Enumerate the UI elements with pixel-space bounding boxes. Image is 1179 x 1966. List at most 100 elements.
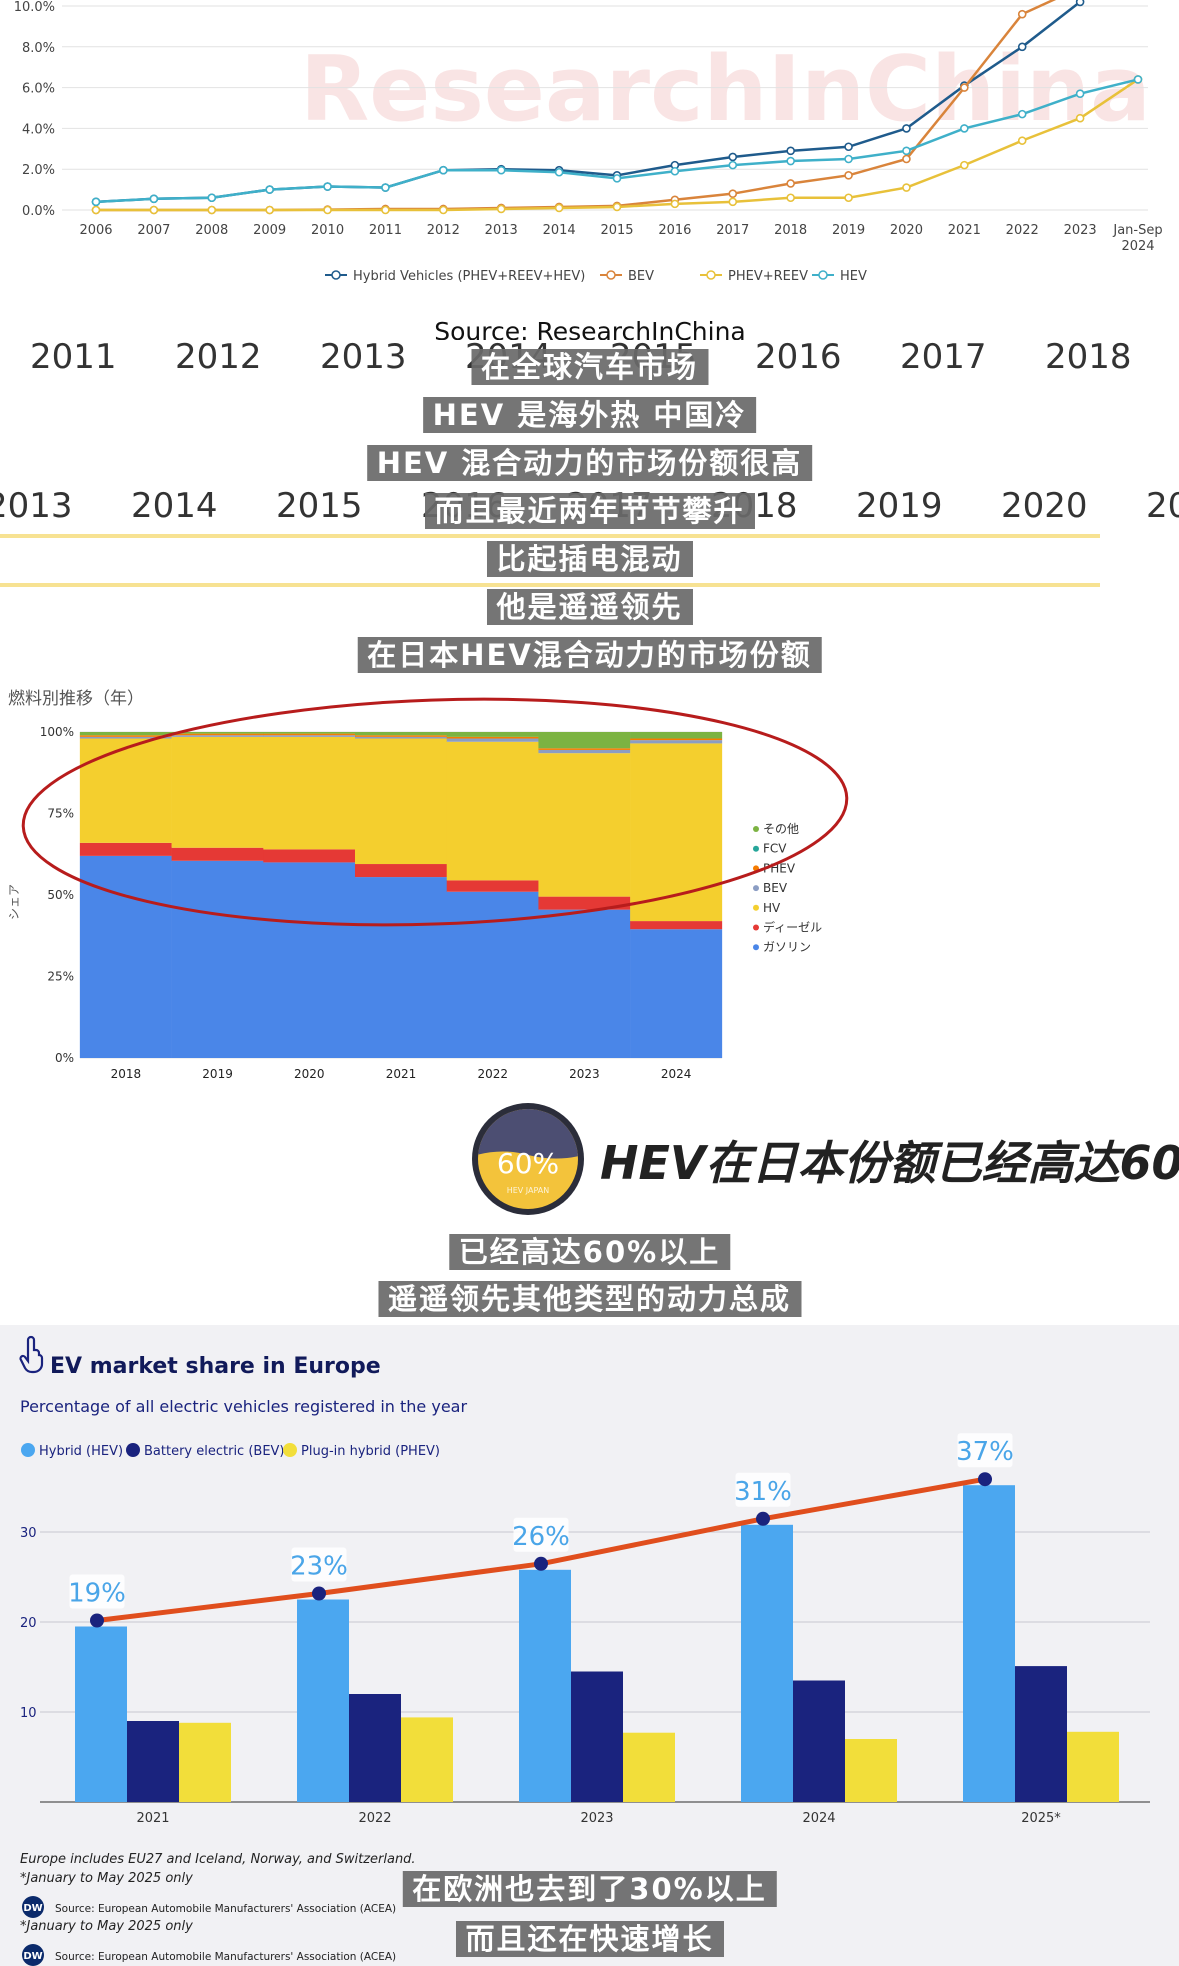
line-point — [1017, 42, 1027, 52]
eu-source: Source: European Automobile Manufacturer… — [55, 1903, 396, 1915]
ghost-year: 2013 — [0, 486, 73, 526]
ghost-year: 20 — [1146, 486, 1179, 526]
dw-logo-2 — [22, 1944, 44, 1966]
eu-bar — [349, 1694, 401, 1802]
jp-bar-segment — [263, 736, 356, 850]
ghost-year: 2013 — [320, 340, 407, 377]
line-point — [1017, 136, 1027, 145]
eu-annotation: 37% — [956, 1437, 1014, 1467]
line-point — [728, 197, 738, 207]
eu-legend-label: Hybrid (HEV) — [39, 1444, 123, 1459]
line-point — [670, 166, 680, 176]
line-point — [207, 205, 217, 215]
jp-bar-segment — [446, 738, 539, 742]
eu-bar — [963, 1485, 1015, 1802]
line-x-tick: 2011 — [369, 223, 402, 238]
line-legend-label: HEV — [840, 269, 867, 284]
jp-bar-segment — [263, 735, 356, 737]
jp-bar-segment — [538, 896, 631, 910]
eu-bar — [297, 1599, 349, 1802]
line-point — [612, 174, 622, 183]
caption-3: HEV 混合动力的市场份额很高 — [366, 445, 813, 481]
jp-bar-segment — [446, 732, 539, 737]
eu-bar — [571, 1671, 623, 1802]
jp-x-tick: 2024 — [661, 1067, 692, 1081]
line-x-tick: 2007 — [137, 223, 170, 238]
caption-1: 在全球汽车市场 — [470, 349, 709, 385]
caption-11: 而且还在快速增长 — [455, 1921, 724, 1957]
line-point — [323, 182, 332, 191]
jp-y-tick: 0% — [55, 1051, 74, 1065]
line-point — [612, 202, 622, 212]
eu-y-tick: 10 — [20, 1706, 37, 1721]
badge-sub: HEV JAPAN — [507, 1186, 550, 1195]
jp-bar-segment — [355, 736, 447, 739]
ghost-year: 2012 — [175, 340, 262, 377]
eu-bar — [623, 1732, 675, 1802]
line-point — [554, 203, 564, 213]
eu-bar — [519, 1569, 571, 1802]
jp-bar-segment — [171, 847, 264, 861]
jp-bar-segment — [538, 748, 631, 750]
line-legend-label: BEV — [628, 269, 654, 284]
jp-bar-segment — [538, 749, 631, 754]
eu-x-tick: 2023 — [580, 1811, 613, 1826]
ghost-year: 2019 — [856, 486, 943, 526]
eu-legend-label: Battery electric (BEV) — [144, 1444, 285, 1459]
line-point — [381, 205, 390, 215]
jp-bar-segment — [79, 855, 172, 1058]
japan-fuel-share-stacked-bar-chart: 燃料別推移（年） シェア 0% 25% 50% 75% 100% 2018 2019 2020… — [7, 689, 849, 1081]
line-x-tick: 2013 — [485, 223, 518, 238]
jp-x-tick: 2022 — [477, 1067, 508, 1081]
jp-bar-segment — [355, 735, 447, 737]
line-point — [844, 142, 853, 152]
caption-2: HEV 是海外热 中国冷 — [422, 397, 757, 433]
line-x-tick: 2024 — [1121, 239, 1154, 254]
ghost-year: 2018 — [1045, 340, 1132, 377]
jp-chart-title: 燃料別推移（年） — [8, 689, 144, 709]
ghost-year: 2017 — [900, 340, 987, 377]
caption-4: 而且最近两年节节攀升 — [424, 493, 755, 529]
line-point — [1075, 113, 1085, 123]
line-point — [554, 167, 564, 177]
line-x-tick: 2021 — [948, 223, 981, 238]
eu-subtitle: Percentage of all electric vehicles regi… — [20, 1397, 467, 1416]
line-point — [786, 193, 795, 203]
line-point — [439, 165, 448, 175]
jp-bar-segment — [355, 864, 447, 878]
line-point — [91, 205, 101, 215]
line-point — [1017, 109, 1027, 119]
line-point — [381, 183, 390, 192]
jp-bar-segment — [79, 738, 172, 843]
line-point — [728, 152, 738, 162]
jp-legend-label: ガソリン — [763, 940, 811, 954]
jp-y-tick: 50% — [47, 888, 74, 902]
eu-annotation: 26% — [512, 1522, 570, 1552]
pointer-hand-icon — [19, 1335, 44, 1374]
ghost-year: 2011 — [30, 340, 117, 377]
eu-annotation: 19% — [68, 1579, 126, 1609]
jp-x-tick: 2018 — [111, 1067, 142, 1081]
jp-bar-segment — [355, 732, 447, 736]
svg-text:DW: DW — [23, 1903, 42, 1914]
caption-6: 他是遥遥领先 — [486, 589, 693, 625]
line-x-tick: 2006 — [79, 223, 112, 238]
jp-bar-segment — [630, 929, 723, 1058]
line-point — [149, 205, 159, 215]
line-point — [496, 204, 506, 214]
ghost-year: 2015 — [276, 486, 363, 526]
ghost-year: 2016 — [755, 340, 842, 377]
line-x-tick: 2023 — [1064, 223, 1097, 238]
eu-legend: Hybrid (HEV) Battery electric (BEV) Plug-i… — [21, 1443, 440, 1459]
ghost-year: 2020 — [1001, 486, 1088, 526]
line-point — [960, 160, 969, 170]
caption-9: 遥遥领先其他类型的动力总成 — [377, 1281, 802, 1317]
line-point — [786, 156, 795, 166]
ghost-year: 2014 — [131, 486, 218, 526]
line-point — [265, 185, 274, 194]
eu-x-tick: 2022 — [358, 1811, 391, 1826]
jp-bar-segment — [171, 732, 264, 734]
jp-bar-segment — [446, 891, 539, 1058]
jp-bar-segment — [538, 732, 631, 749]
caption-10: 在欧洲也去到了30%以上 — [402, 1871, 777, 1907]
